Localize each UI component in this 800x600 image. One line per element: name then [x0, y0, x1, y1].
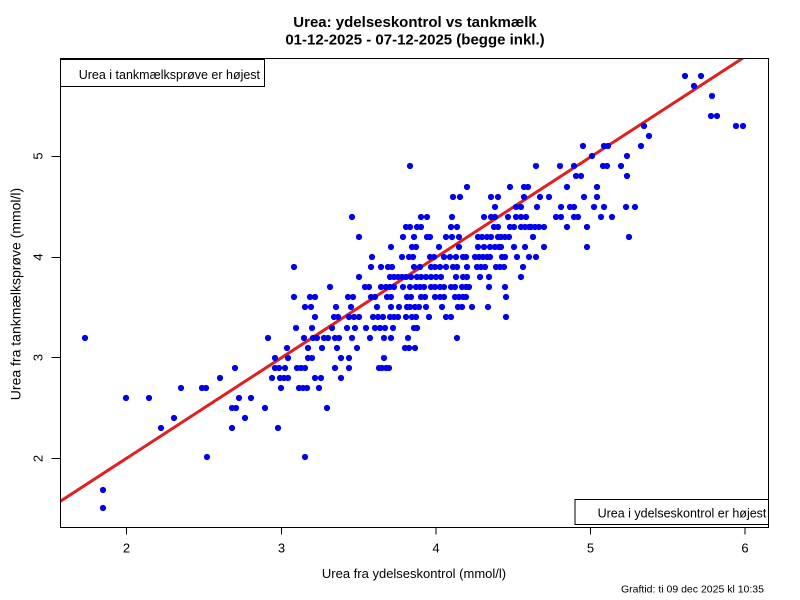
svg-text:4: 4 — [31, 253, 46, 260]
svg-text:Urea i tankmælksprøve er højes: Urea i tankmælksprøve er højest — [79, 68, 261, 82]
svg-text:01-12-2025 - 07-12-2025 (begge: 01-12-2025 - 07-12-2025 (begge inkl.) — [285, 32, 544, 49]
svg-text:Urea fra tankmælksprøve (mmol/: Urea fra tankmælksprøve (mmol/l) — [8, 188, 24, 400]
svg-text:2: 2 — [31, 455, 46, 462]
svg-text:3: 3 — [31, 354, 46, 361]
svg-text:4: 4 — [432, 541, 439, 556]
svg-text:3: 3 — [278, 541, 285, 556]
svg-text:Urea: ydelseskontrol vs tankmæ: Urea: ydelseskontrol vs tankmælk — [293, 14, 537, 31]
svg-text:6: 6 — [741, 541, 748, 556]
svg-text:2: 2 — [123, 541, 130, 556]
svg-text:Urea i ydelseskontrol er højes: Urea i ydelseskontrol er højest — [598, 507, 767, 521]
svg-text:Urea fra ydelseskontrol (mmol/: Urea fra ydelseskontrol (mmol/l) — [322, 566, 506, 581]
svg-text:5: 5 — [31, 152, 46, 159]
svg-text:Graftid: ti 09 dec 2025 kl 10:: Graftid: ti 09 dec 2025 kl 10:35 — [621, 584, 764, 596]
svg-text:5: 5 — [587, 541, 594, 556]
